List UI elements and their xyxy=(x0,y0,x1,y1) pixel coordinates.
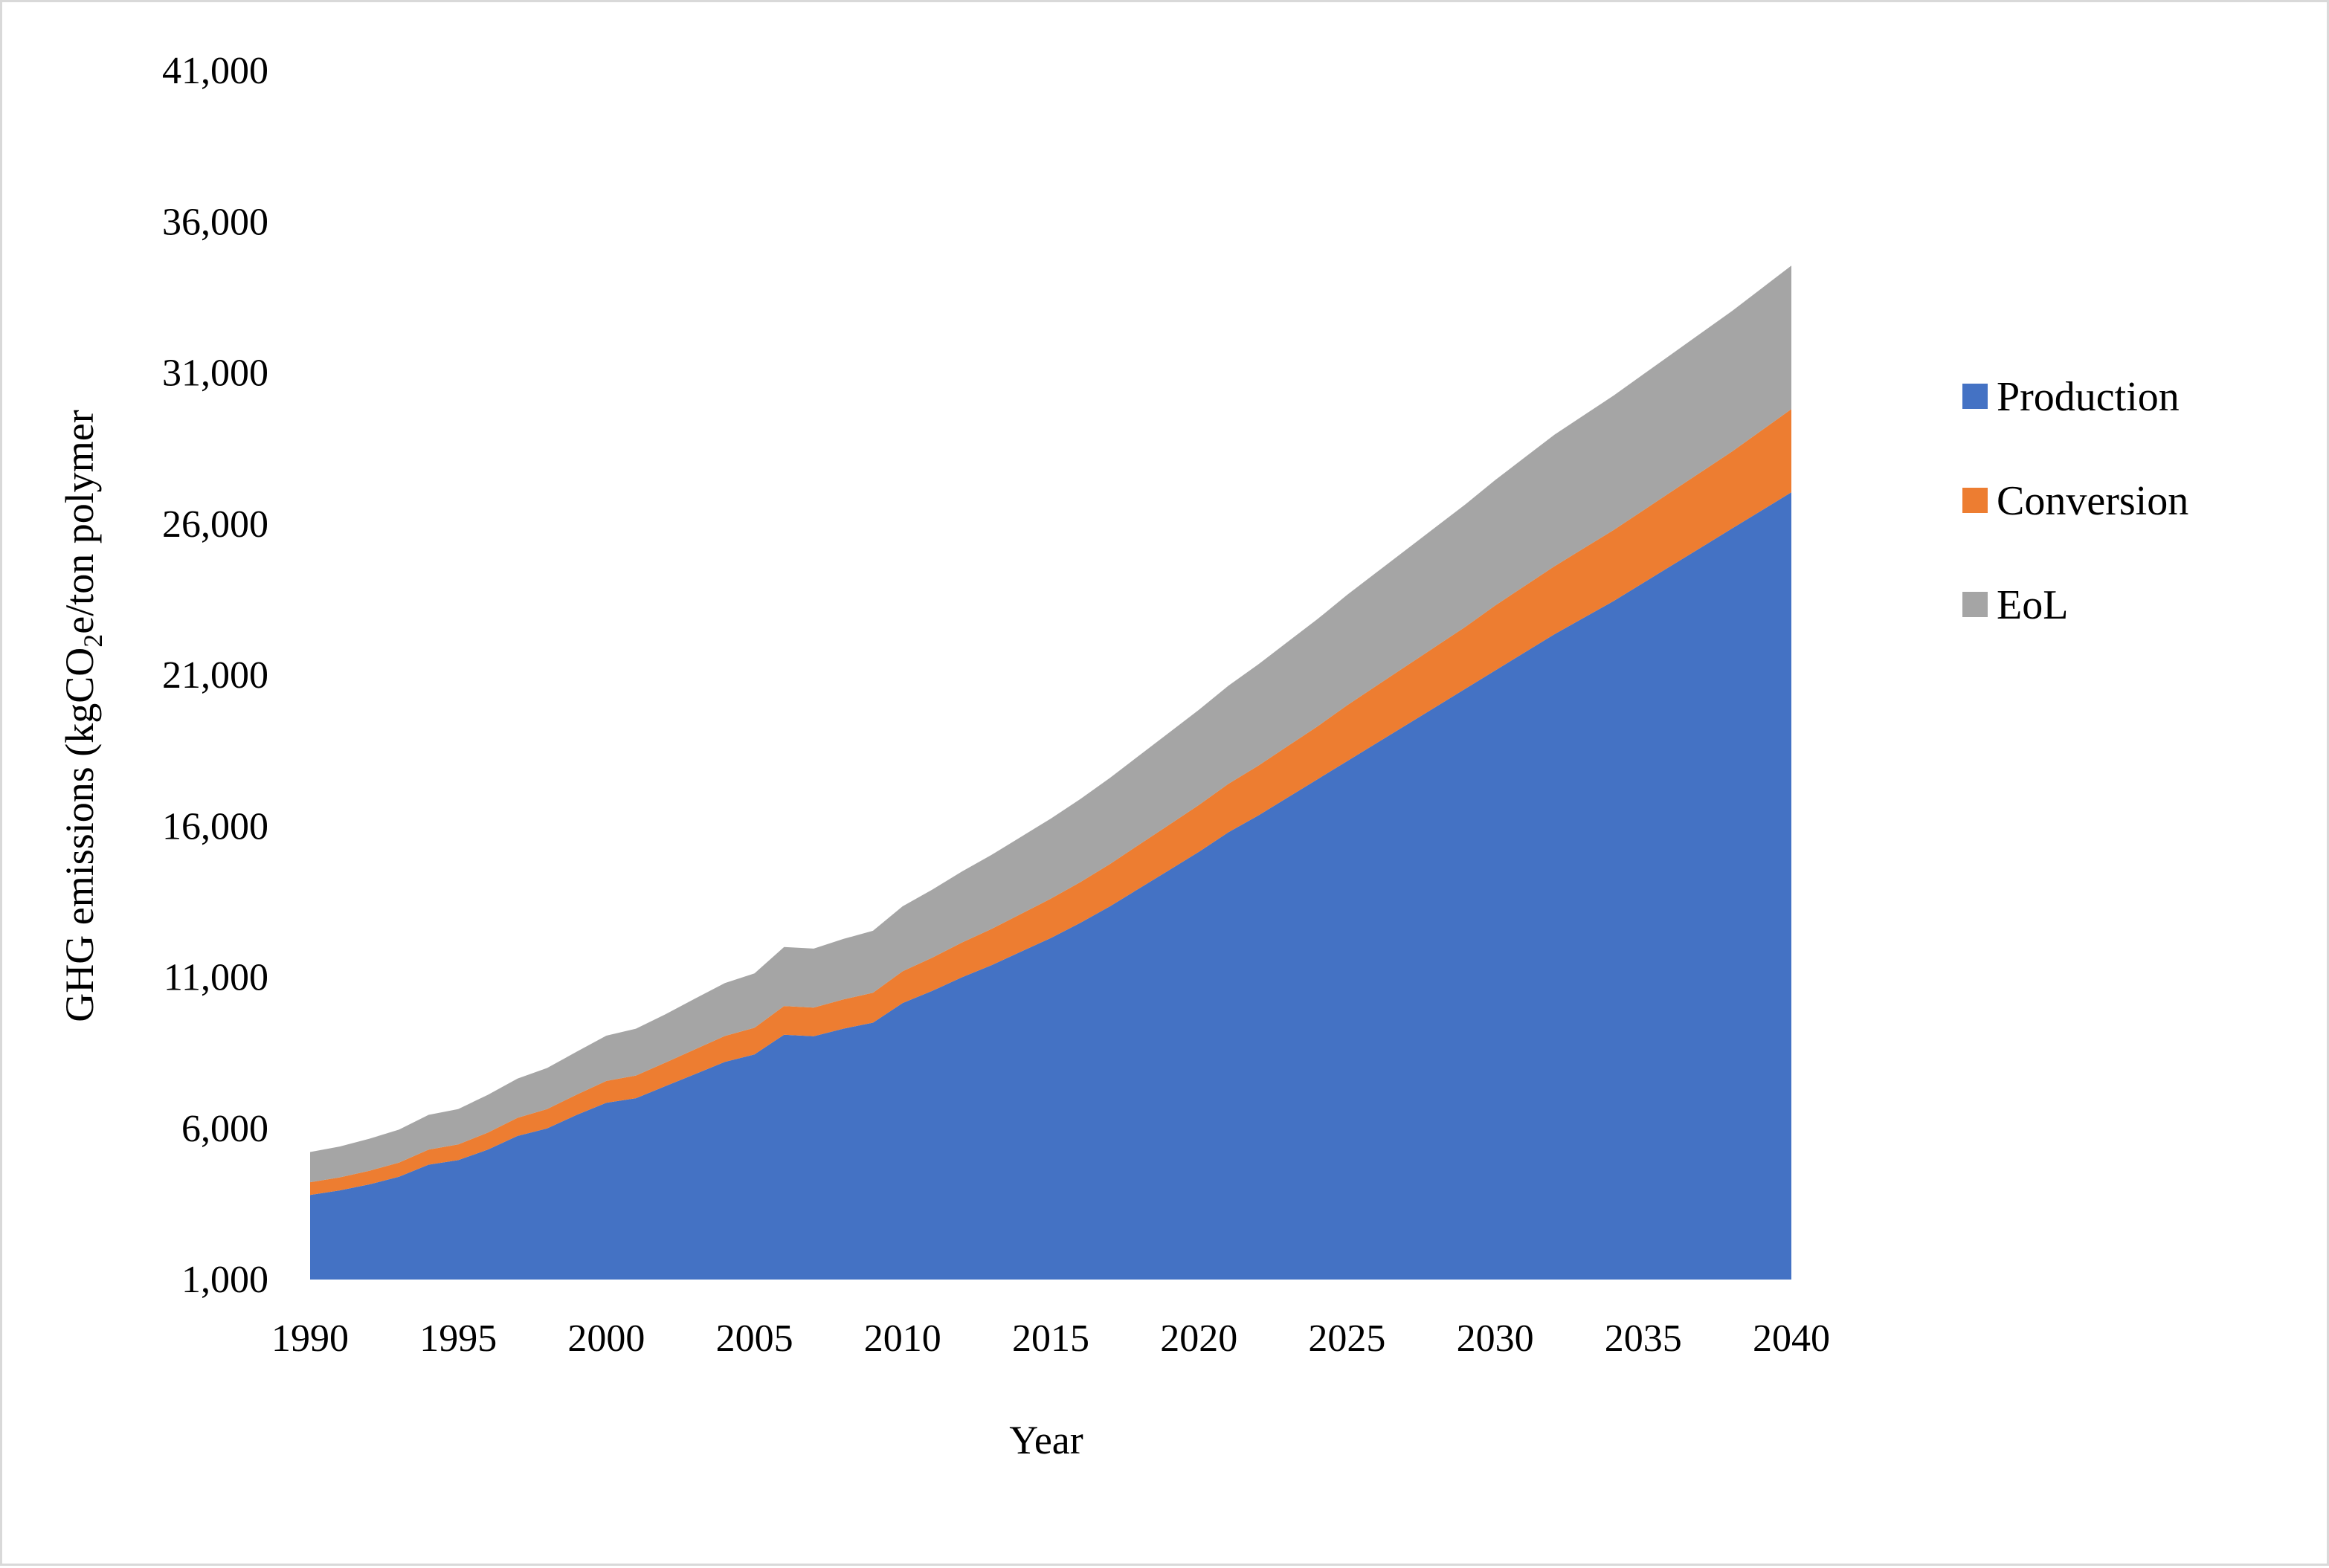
y-axis-tick-labels: 1,000 6,000 11,000 16,000 21,000 26,000 31,000… xyxy=(162,50,268,1301)
legend-swatch-conversion xyxy=(1962,488,1988,513)
y-tick-label: 6,000 xyxy=(181,1108,268,1150)
legend-label-production: Production xyxy=(1997,374,2180,420)
area-series-group xyxy=(310,265,1791,1280)
y-tick-label: 26,000 xyxy=(162,503,268,546)
y-axis-title: GHG emissions (kgCO2e/ton polymer xyxy=(57,410,108,1022)
y-axis-title-main: GHG emissions (kgCO xyxy=(57,648,102,1022)
legend-label-conversion: Conversion xyxy=(1997,478,2188,524)
y-tick-label: 11,000 xyxy=(164,957,268,999)
x-tick-label: 1990 xyxy=(271,1317,349,1360)
x-axis-tick-labels: 1990 1995 2000 2005 2010 2015 2020 2025 2030 2035… xyxy=(271,1317,1830,1360)
y-tick-label: 31,000 xyxy=(162,352,268,395)
x-tick-label: 2010 xyxy=(864,1317,941,1360)
y-tick-label: 41,000 xyxy=(162,50,268,92)
x-tick-label: 2015 xyxy=(1012,1317,1089,1360)
x-axis-title: Year xyxy=(1009,1418,1083,1462)
y-tick-label: 36,000 xyxy=(162,201,268,243)
y-tick-label: 21,000 xyxy=(162,654,268,697)
x-tick-label: 2000 xyxy=(567,1317,645,1360)
y-tick-label: 1,000 xyxy=(181,1259,268,1301)
x-tick-label: 2040 xyxy=(1753,1317,1830,1360)
area-production xyxy=(310,492,1791,1280)
legend-swatch-production xyxy=(1962,384,1988,409)
legend-swatch-eol xyxy=(1962,592,1988,617)
x-tick-label: 2025 xyxy=(1308,1317,1385,1360)
y-tick-label: 16,000 xyxy=(162,805,268,848)
x-tick-label: 2020 xyxy=(1160,1317,1237,1360)
x-tick-label: 1995 xyxy=(419,1317,497,1360)
x-tick-label: 2030 xyxy=(1457,1317,1534,1360)
y-axis-title-suffix: e/ton polymer xyxy=(57,410,102,633)
x-tick-label: 2005 xyxy=(716,1317,793,1360)
y-axis-title-subscript: 2 xyxy=(78,634,108,648)
legend-label-eol: EoL xyxy=(1997,582,2068,628)
legend: Production Conversion EoL xyxy=(1962,374,2188,628)
x-tick-label: 2035 xyxy=(1605,1317,1682,1360)
